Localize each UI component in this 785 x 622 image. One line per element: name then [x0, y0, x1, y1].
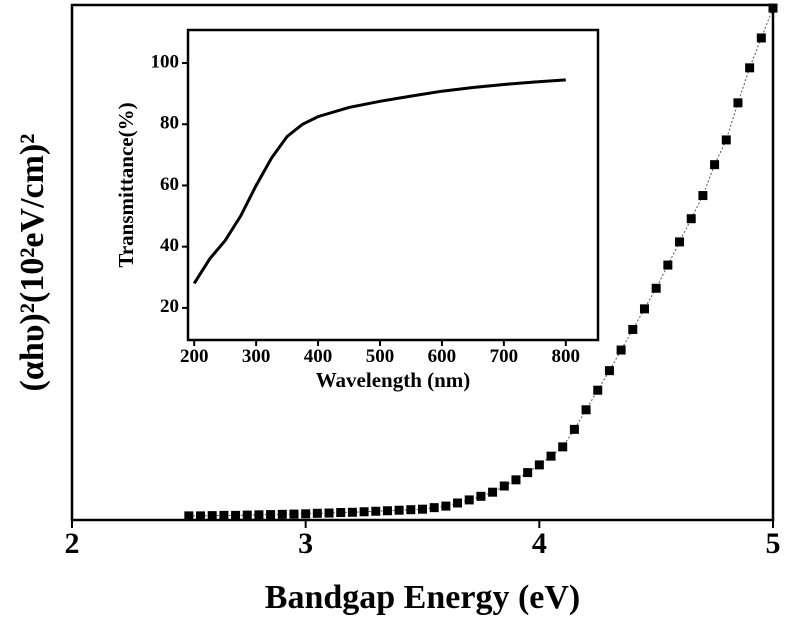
point — [382, 506, 392, 516]
x-tick-label: 400 — [304, 346, 333, 367]
point — [359, 507, 369, 517]
y-tick-label: 40 — [160, 235, 179, 256]
x-tick-label: 800 — [552, 346, 581, 367]
y-tick-label: 20 — [160, 296, 179, 317]
point — [534, 460, 544, 470]
point — [675, 237, 685, 247]
y-tick-label: 100 — [151, 51, 180, 72]
point — [207, 511, 217, 521]
line — [192, 78, 566, 285]
x-tick-label: 4 — [532, 527, 547, 560]
point — [476, 491, 486, 501]
x-tick-label: 500 — [366, 346, 395, 367]
plot-frame — [186, 28, 600, 342]
point — [429, 503, 439, 513]
point — [745, 63, 755, 73]
point — [616, 345, 626, 355]
point — [312, 508, 322, 518]
point — [347, 507, 357, 517]
point — [394, 505, 404, 515]
x-axis-label: Bandgap Energy (eV) — [265, 579, 580, 616]
point — [453, 498, 463, 508]
x-tick-label: 200 — [180, 346, 209, 367]
point — [733, 98, 743, 108]
point — [464, 495, 474, 505]
point — [231, 510, 241, 520]
point — [184, 511, 194, 521]
point — [289, 509, 299, 519]
point — [324, 508, 334, 518]
point — [242, 510, 252, 520]
point — [558, 442, 568, 452]
point — [710, 160, 720, 170]
y-axis-label: (αhυ)²(10²eV/cm)² — [14, 134, 51, 392]
x-axis-label: Wavelength (nm) — [316, 368, 471, 392]
point — [604, 366, 614, 376]
point — [219, 510, 229, 520]
point — [196, 511, 206, 521]
point — [546, 451, 556, 461]
point — [499, 481, 509, 491]
point — [651, 283, 661, 293]
point — [721, 135, 731, 145]
point — [569, 424, 579, 434]
point — [639, 304, 649, 314]
x-tick-label: 700 — [490, 346, 519, 367]
point — [628, 324, 638, 334]
x-tick-label: 5 — [766, 527, 781, 560]
x-tick-label: 2 — [65, 527, 80, 560]
point — [371, 506, 381, 516]
point — [593, 385, 603, 395]
y-axis-label: Transmittance(%) — [114, 102, 138, 267]
point — [266, 510, 276, 520]
point — [441, 501, 451, 511]
point — [698, 191, 708, 201]
point — [301, 509, 311, 519]
point — [663, 260, 673, 270]
point — [581, 405, 591, 415]
x-tick-label: 600 — [428, 346, 457, 367]
point — [686, 214, 696, 224]
y-tick-label: 60 — [160, 174, 179, 195]
point — [418, 504, 427, 514]
point — [756, 33, 766, 43]
point — [523, 468, 533, 478]
point — [254, 510, 264, 520]
point — [336, 508, 346, 518]
x-tick-label: 300 — [242, 346, 271, 367]
point — [488, 487, 498, 497]
point — [768, 3, 778, 13]
y-tick-label: 80 — [160, 113, 179, 134]
point — [511, 475, 521, 485]
point — [277, 509, 287, 519]
x-tick-label: 3 — [298, 527, 313, 560]
point — [406, 505, 416, 515]
